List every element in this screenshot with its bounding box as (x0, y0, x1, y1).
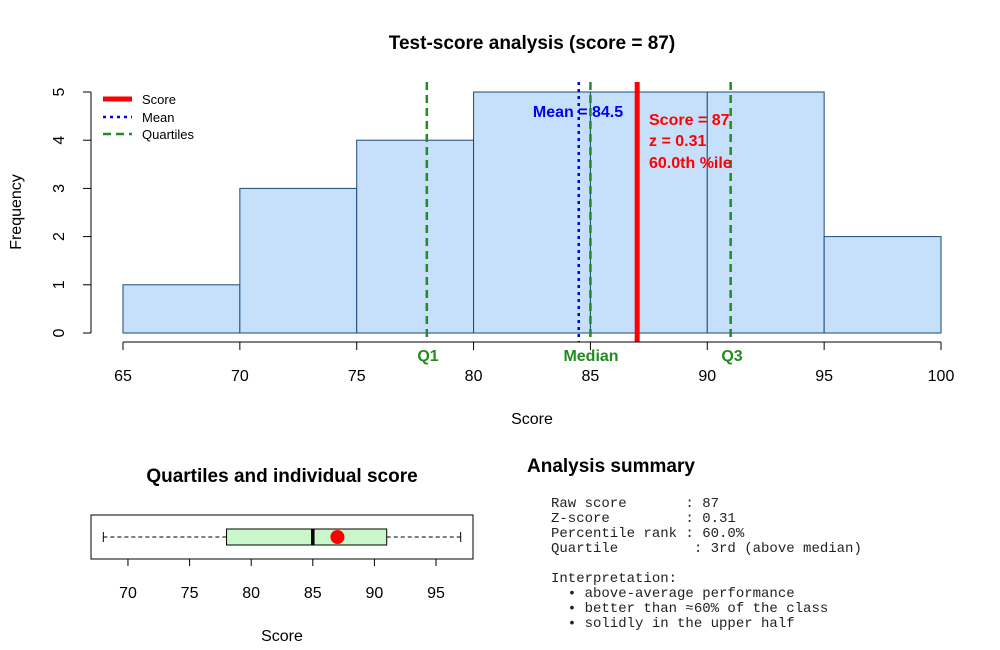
summary-line: Percentile rank : 60.0% (551, 526, 745, 542)
histogram-panel: Test-score analysis (score = 87) 65 70 75 8… (8, 33, 954, 428)
boxplot-title: Quartiles and individual score (146, 466, 417, 487)
summary-panel: Analysis summary Raw score : 87Z-score :… (527, 456, 862, 632)
boxplot-panel: Quartiles and individual score 70 75 80 85 9… (90, 466, 474, 645)
histogram-bar (122, 284, 241, 334)
x-tick-label: 90 (698, 368, 716, 385)
box-x-tick-label: 90 (366, 585, 384, 602)
q1-annotation: Q1 (417, 348, 438, 365)
mean-annotation: Mean = 84.5 (533, 104, 623, 121)
summary-line: Interpretation: (551, 571, 677, 587)
median-annotation: Median (563, 348, 618, 365)
y-tick-label: 4 (51, 136, 68, 145)
summary-line: Z-score : 0.31 (551, 511, 736, 527)
histogram-bar (706, 91, 825, 334)
box-x-tick-label: 75 (181, 585, 199, 602)
histogram-bar (589, 91, 708, 334)
box-x-tick-label: 85 (304, 585, 322, 602)
reference-lines (425, 82, 732, 342)
histogram-title: Test-score analysis (score = 87) (389, 33, 675, 54)
boxplot-marks (102, 528, 462, 546)
y-tick-label: 1 (51, 280, 68, 289)
legend: Score Mean Quartiles (103, 92, 195, 142)
y-tick-label: 2 (51, 232, 68, 241)
histogram-y-label: Frequency (8, 174, 25, 250)
summary-line: • solidly in the upper half (551, 616, 795, 632)
box-x-tick-label: 95 (427, 585, 445, 602)
x-tick-label: 65 (114, 368, 132, 385)
x-tick-label: 80 (465, 368, 483, 385)
iqr-box (226, 528, 388, 546)
y-tick-label: 3 (51, 184, 68, 193)
histogram-bar (473, 91, 591, 334)
summary-line: Raw score : 87 (551, 496, 719, 512)
summary-line: • above-average performance (551, 586, 795, 602)
x-tick-label: 75 (348, 368, 366, 385)
boxplot-x-label: Score (261, 628, 303, 645)
summary-line: Quartile : 3rd (above median) (551, 541, 862, 557)
score-annotation-line-2: z = 0.31 (649, 133, 706, 150)
q3-annotation: Q3 (721, 348, 742, 365)
legend-mean-label: Mean (142, 110, 175, 125)
legend-quartiles-label: Quartiles (142, 127, 195, 142)
box-x-tick-label: 70 (119, 585, 137, 602)
x-tick-label: 100 (928, 368, 955, 385)
histogram-x-label: Score (511, 411, 553, 428)
histogram-bar (356, 139, 475, 334)
score-annotation-line-3: 60.0th %ile (649, 155, 732, 172)
x-tick-label: 85 (582, 368, 600, 385)
boxplot-x-axis: 70 75 80 85 90 95 (119, 558, 445, 602)
summary-title: Analysis summary (527, 456, 695, 477)
histogram-y-axis: 0 1 2 3 4 5 (51, 87, 92, 337)
score-annotation-line-1: Score = 87 (649, 112, 730, 129)
x-tick-label: 70 (231, 368, 249, 385)
y-tick-label: 5 (51, 87, 68, 96)
histogram-x-axis: 65 70 75 80 85 90 95 100 (114, 341, 955, 385)
legend-score-label: Score (142, 92, 176, 107)
histogram-bars (122, 91, 942, 334)
histogram-bar (239, 187, 358, 334)
histogram-bar (823, 236, 942, 334)
summary-line: • better than ≈60% of the class (551, 601, 828, 617)
y-tick-label: 0 (51, 328, 68, 337)
x-tick-label: 95 (815, 368, 833, 385)
box-x-tick-label: 80 (242, 585, 260, 602)
score-point (330, 530, 345, 544)
